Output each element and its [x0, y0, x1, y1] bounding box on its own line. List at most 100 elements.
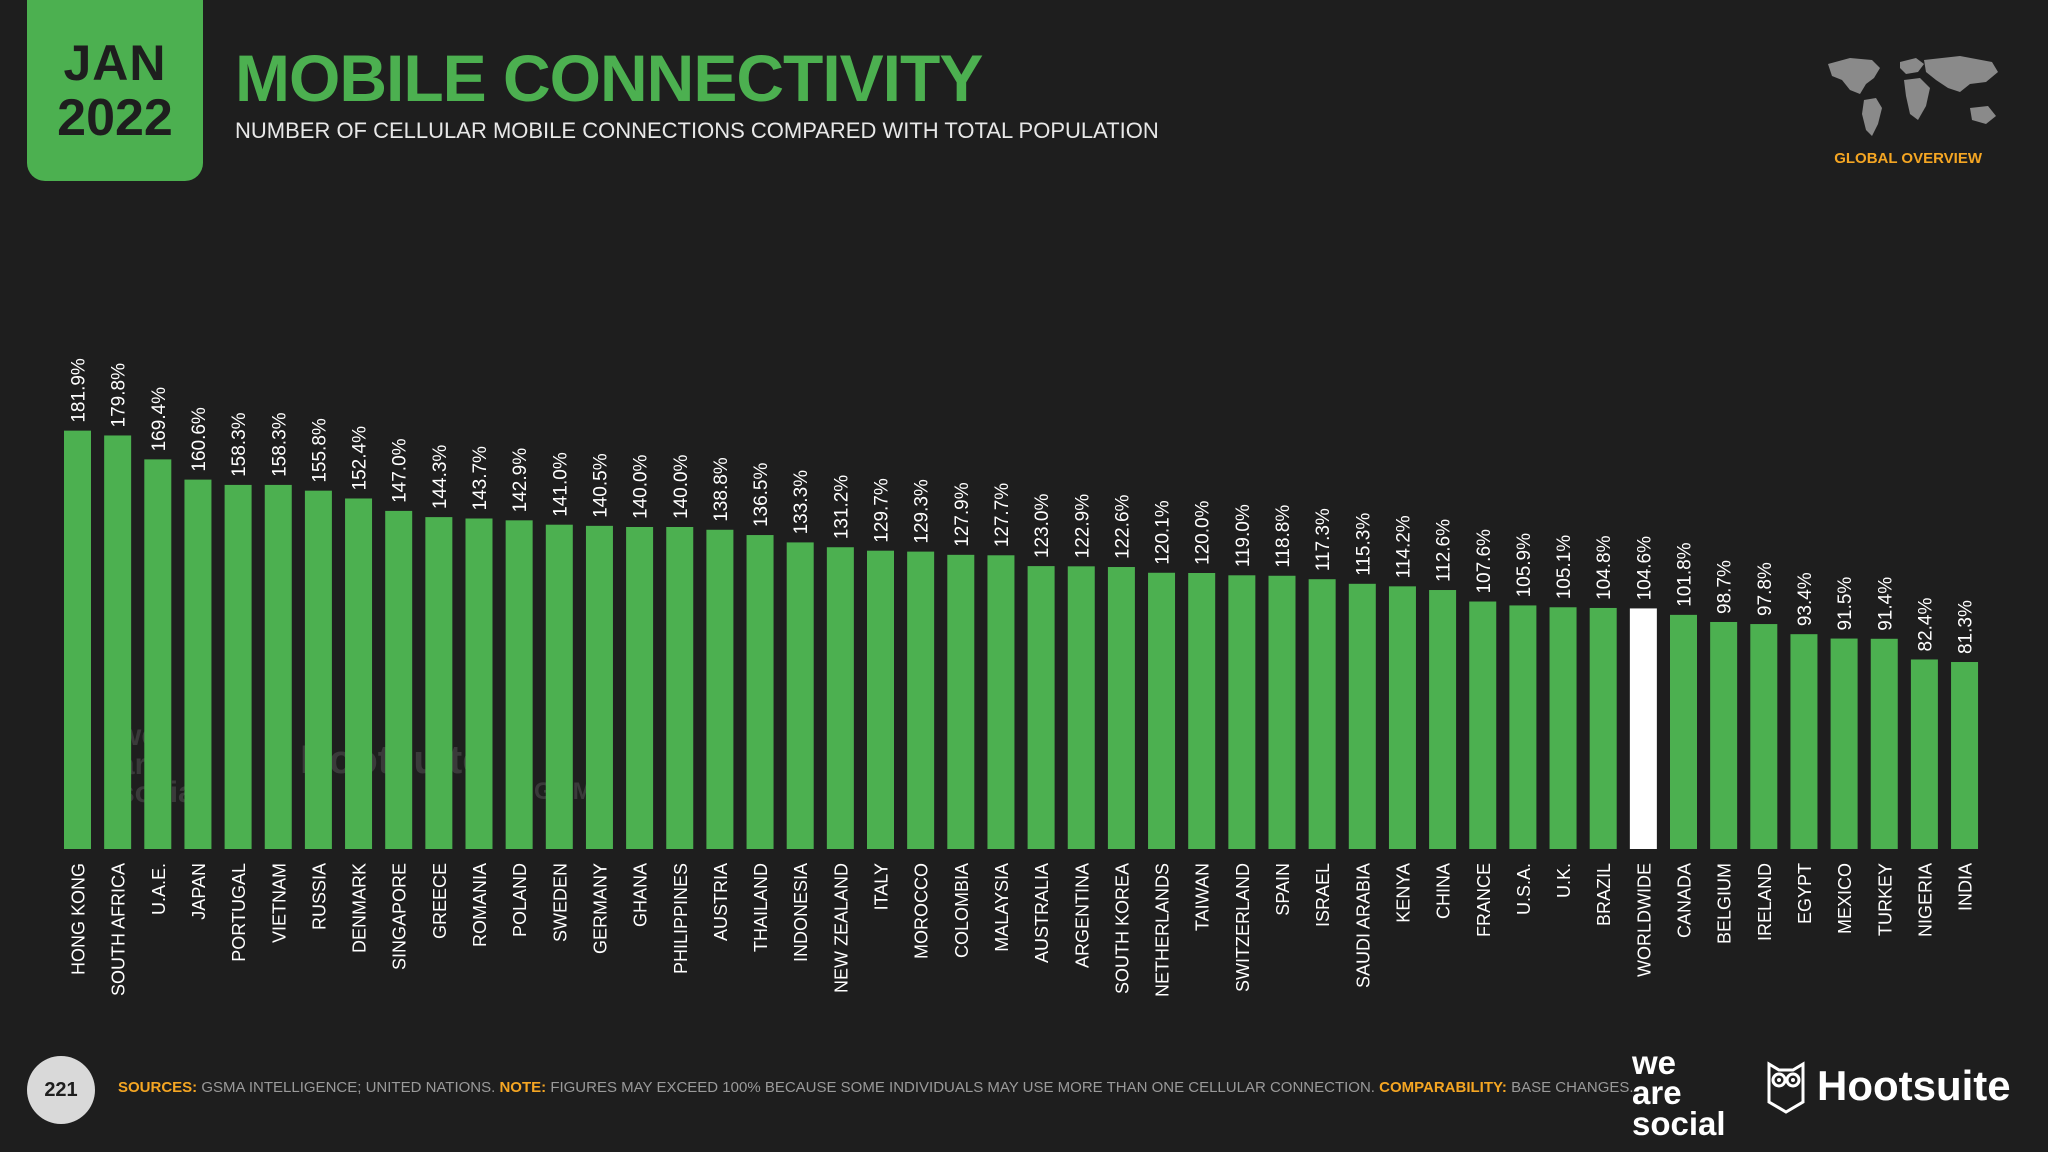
value-label: 138.8% — [711, 457, 732, 522]
logo-social: social — [1632, 1104, 1726, 1142]
page-number: 221 — [27, 1056, 95, 1124]
value-label: 160.6% — [189, 407, 210, 472]
bar-argentina — [1067, 566, 1095, 849]
value-label: 142.9% — [510, 448, 531, 513]
value-label: 179.8% — [109, 363, 130, 428]
bar-south-africa — [104, 435, 132, 849]
bar-belgium — [1710, 621, 1738, 849]
bar-switzerland — [1228, 575, 1256, 849]
category-label: ROMANIA — [470, 863, 490, 947]
bar-colombia — [947, 554, 975, 849]
value-label: 82.4% — [1915, 598, 1936, 652]
category-label: U.K. — [1554, 863, 1574, 898]
category-label: BELGIUM — [1715, 863, 1735, 944]
bar-japan — [184, 479, 212, 849]
category-label: SAUDI ARABIA — [1353, 863, 1373, 988]
bar-china — [1429, 590, 1457, 849]
bar-philippines — [666, 527, 694, 849]
category-label: NEW ZEALAND — [831, 863, 851, 993]
value-label: 158.3% — [269, 412, 290, 477]
category-label: PHILIPPINES — [671, 863, 691, 974]
category-label: AUSTRALIA — [1032, 863, 1052, 963]
section-label: GLOBAL OVERVIEW — [1834, 150, 1982, 167]
comparability-text: BASE CHANGES. — [1511, 1079, 1634, 1096]
bar-indonesia — [786, 542, 814, 849]
bar-chart: 181.9% HONG KONG 179.8% SOUTH AFRICA 169.4% U… — [64, 358, 1979, 997]
page-subtitle: NUMBER OF CELLULAR MOBILE CONNECTIONS CO… — [235, 118, 1159, 143]
bar-u-k- — [1549, 607, 1577, 849]
category-label: VIETNAM — [269, 863, 289, 943]
category-label: CANADA — [1675, 863, 1695, 938]
value-label: 97.8% — [1755, 562, 1776, 616]
category-label: SOUTH KOREA — [1112, 863, 1132, 994]
bar-ghana — [626, 527, 654, 849]
category-label: COLOMBIA — [952, 863, 972, 958]
page-title: MOBILE CONNECTIVITY — [235, 41, 983, 115]
value-label: 181.9% — [69, 358, 90, 423]
category-label: SWITZERLAND — [1233, 863, 1253, 992]
category-label: ITALY — [872, 863, 892, 910]
value-label: 107.6% — [1474, 529, 1495, 594]
logo-we: we — [1632, 1044, 1677, 1081]
value-label: 144.3% — [430, 445, 451, 510]
comparability-key: COMPARABILITY: — [1379, 1079, 1507, 1096]
footnote: SOURCES: GSMA INTELLIGENCE; UNITED NATIO… — [118, 1079, 1634, 1096]
bar-australia — [1027, 566, 1055, 849]
bar-spain — [1268, 575, 1296, 849]
bar-egypt — [1790, 634, 1818, 849]
bar-israel — [1308, 579, 1336, 849]
value-label: 104.8% — [1594, 535, 1615, 600]
bar-brazil — [1589, 607, 1617, 849]
category-label: CHINA — [1434, 863, 1454, 919]
value-label: 147.0% — [390, 438, 411, 503]
value-label: 127.9% — [952, 482, 973, 547]
category-label: ISRAEL — [1313, 863, 1333, 927]
category-label: TAIWAN — [1193, 863, 1213, 931]
bar-hong-kong — [64, 430, 91, 849]
category-label: JAPAN — [189, 863, 209, 920]
value-label: 140.0% — [631, 454, 652, 519]
category-label: INDIA — [1956, 863, 1976, 911]
value-label: 136.5% — [751, 463, 772, 528]
bar-russia — [304, 490, 332, 849]
category-label: GHANA — [631, 863, 651, 927]
bar-india — [1951, 662, 1979, 849]
bar-nigeria — [1910, 659, 1938, 849]
category-label: GERMANY — [590, 863, 610, 954]
bar-kenya — [1388, 586, 1416, 849]
note-text: FIGURES MAY EXCEED 100% BECAUSE SOME IND… — [550, 1079, 1375, 1096]
owl-icon — [1767, 1061, 1805, 1114]
bar-sweden — [545, 524, 573, 849]
value-label: 123.0% — [1032, 494, 1053, 559]
category-label: SWEDEN — [550, 863, 570, 942]
category-label: MALAYSIA — [992, 863, 1012, 952]
value-label: 143.7% — [470, 446, 491, 511]
hootsuite-logo: Hootsuite — [1765, 1058, 2011, 1114]
category-label: HONG KONG — [69, 863, 89, 975]
bar-taiwan — [1188, 573, 1216, 849]
bar-austria — [706, 529, 734, 849]
bar-italy — [867, 550, 894, 849]
bar-south-korea — [1107, 567, 1135, 849]
bar-netherlands — [1148, 572, 1176, 849]
bar-worldwide — [1629, 608, 1657, 849]
bar-singapore — [385, 510, 413, 849]
value-label: 120.1% — [1153, 500, 1174, 565]
category-label: PORTUGAL — [229, 863, 249, 962]
category-label: DENMARK — [350, 863, 370, 953]
category-label: MOROCCO — [912, 863, 932, 959]
bar-portugal — [224, 484, 252, 849]
category-label: U.A.E. — [149, 863, 169, 915]
value-label: 81.3% — [1956, 600, 1977, 654]
bar-romania — [465, 518, 493, 849]
value-label: 129.3% — [912, 479, 933, 544]
category-label: SOUTH AFRICA — [109, 863, 129, 996]
value-label: 105.1% — [1554, 535, 1575, 600]
value-label: 91.4% — [1875, 577, 1896, 631]
category-label: BRAZIL — [1594, 863, 1614, 926]
value-label: 122.9% — [1072, 494, 1093, 559]
category-label: WORLDWIDE — [1634, 863, 1654, 977]
value-label: 93.4% — [1795, 572, 1816, 626]
category-label: MEXICO — [1835, 863, 1855, 934]
category-label: RUSSIA — [309, 863, 329, 930]
